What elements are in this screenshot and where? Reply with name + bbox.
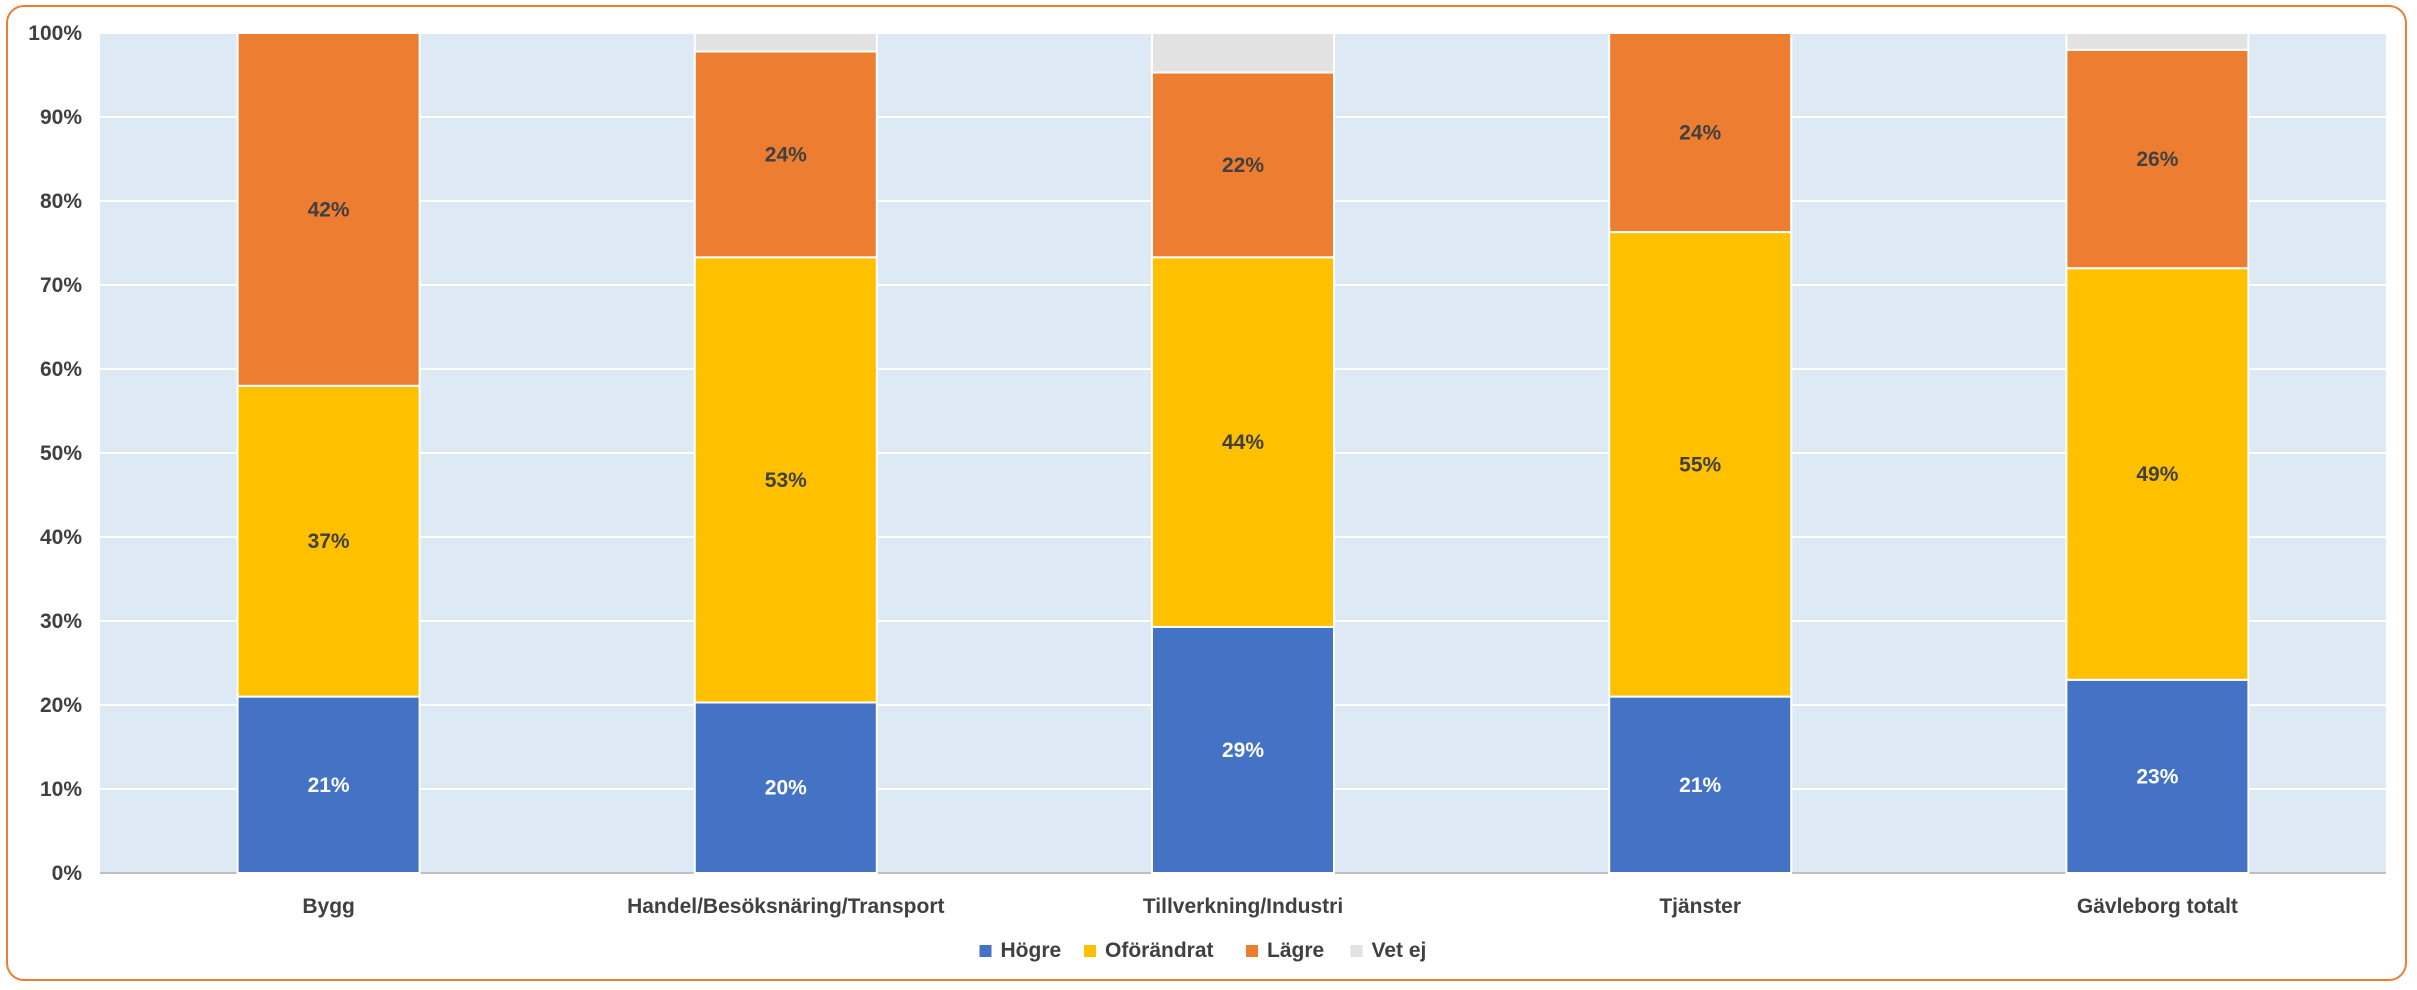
x-category-label: Tjänster <box>1659 895 1741 918</box>
bars <box>236 32 2250 874</box>
legend-label: Högre <box>1001 939 1062 962</box>
bar-segment <box>236 32 421 387</box>
y-axis-ticks: 0% 10% 20% 30% 40% 50% 60% 70% 80% 90% 100% <box>28 22 82 885</box>
x-category-label: Bygg <box>302 895 355 918</box>
y-tick-label: 30% <box>40 610 82 633</box>
bar-segment <box>2065 48 2250 270</box>
bar-segment <box>1608 695 1793 874</box>
x-axis-categories: Bygg Handel/Besöksnäring/Transport Tillver… <box>302 895 2238 918</box>
data-label: 21% <box>1679 774 1721 797</box>
y-tick-label: 50% <box>40 442 82 465</box>
bar-segment <box>1608 231 1793 698</box>
bar-segment <box>1151 256 1335 628</box>
data-label: 23% <box>2136 765 2178 788</box>
legend-label: Vet ej <box>1372 939 1427 962</box>
legend-swatch <box>1246 945 1258 957</box>
legend-swatch <box>979 945 992 957</box>
bar-segment <box>236 384 421 698</box>
bar-segment <box>236 695 421 874</box>
data-label: 55% <box>1679 453 1721 476</box>
data-label: 21% <box>308 774 350 797</box>
y-tick-label: 100% <box>28 22 82 45</box>
data-label: 20% <box>765 777 807 800</box>
data-label: 26% <box>2136 148 2178 171</box>
y-tick-label: 0% <box>52 862 83 885</box>
legend: Högre Oförändrat Lägre Vet ej <box>979 939 1427 962</box>
bar-segment <box>1151 32 1335 74</box>
bar-segment <box>2065 678 2250 874</box>
bar-segment <box>1608 32 1793 234</box>
data-label: 37% <box>308 530 350 553</box>
legend-swatch <box>1084 945 1096 957</box>
bar-segment <box>693 256 878 704</box>
data-label: 42% <box>308 198 350 221</box>
data-label: 53% <box>765 469 807 492</box>
data-label: 24% <box>765 143 807 166</box>
data-label: 49% <box>2136 463 2178 486</box>
x-category-label: Handel/Besöksnäring/Transport <box>627 895 944 918</box>
bar-segment <box>2065 32 2250 51</box>
bar-segment <box>693 701 878 874</box>
bar-segment <box>1151 625 1335 874</box>
y-tick-label: 20% <box>40 694 82 717</box>
data-label: 22% <box>1222 154 1264 177</box>
y-tick-label: 40% <box>40 526 82 549</box>
y-tick-label: 60% <box>40 358 82 381</box>
bar-segment <box>1151 71 1335 259</box>
x-category-label: Tillverkning/Industri <box>1143 895 1343 918</box>
data-label: 44% <box>1222 431 1264 454</box>
y-tick-label: 90% <box>40 106 82 129</box>
bar-segment <box>693 32 878 53</box>
data-label: 29% <box>1222 739 1264 762</box>
y-tick-label: 10% <box>40 778 82 801</box>
legend-label: Oförändrat <box>1105 939 1214 962</box>
legend-swatch <box>1350 945 1363 957</box>
y-tick-label: 80% <box>40 190 82 213</box>
bar-segment <box>2065 267 2250 681</box>
legend-label: Lägre <box>1267 939 1324 962</box>
data-labels: 21% 37% 42% 20% 53% 24% 29% 44% 22% 21% 55% 24% 23% 4… <box>308 122 2179 800</box>
data-label: 24% <box>1679 122 1721 145</box>
y-tick-label: 70% <box>40 274 82 297</box>
x-category-label: Gävleborg totalt <box>2077 895 2238 918</box>
